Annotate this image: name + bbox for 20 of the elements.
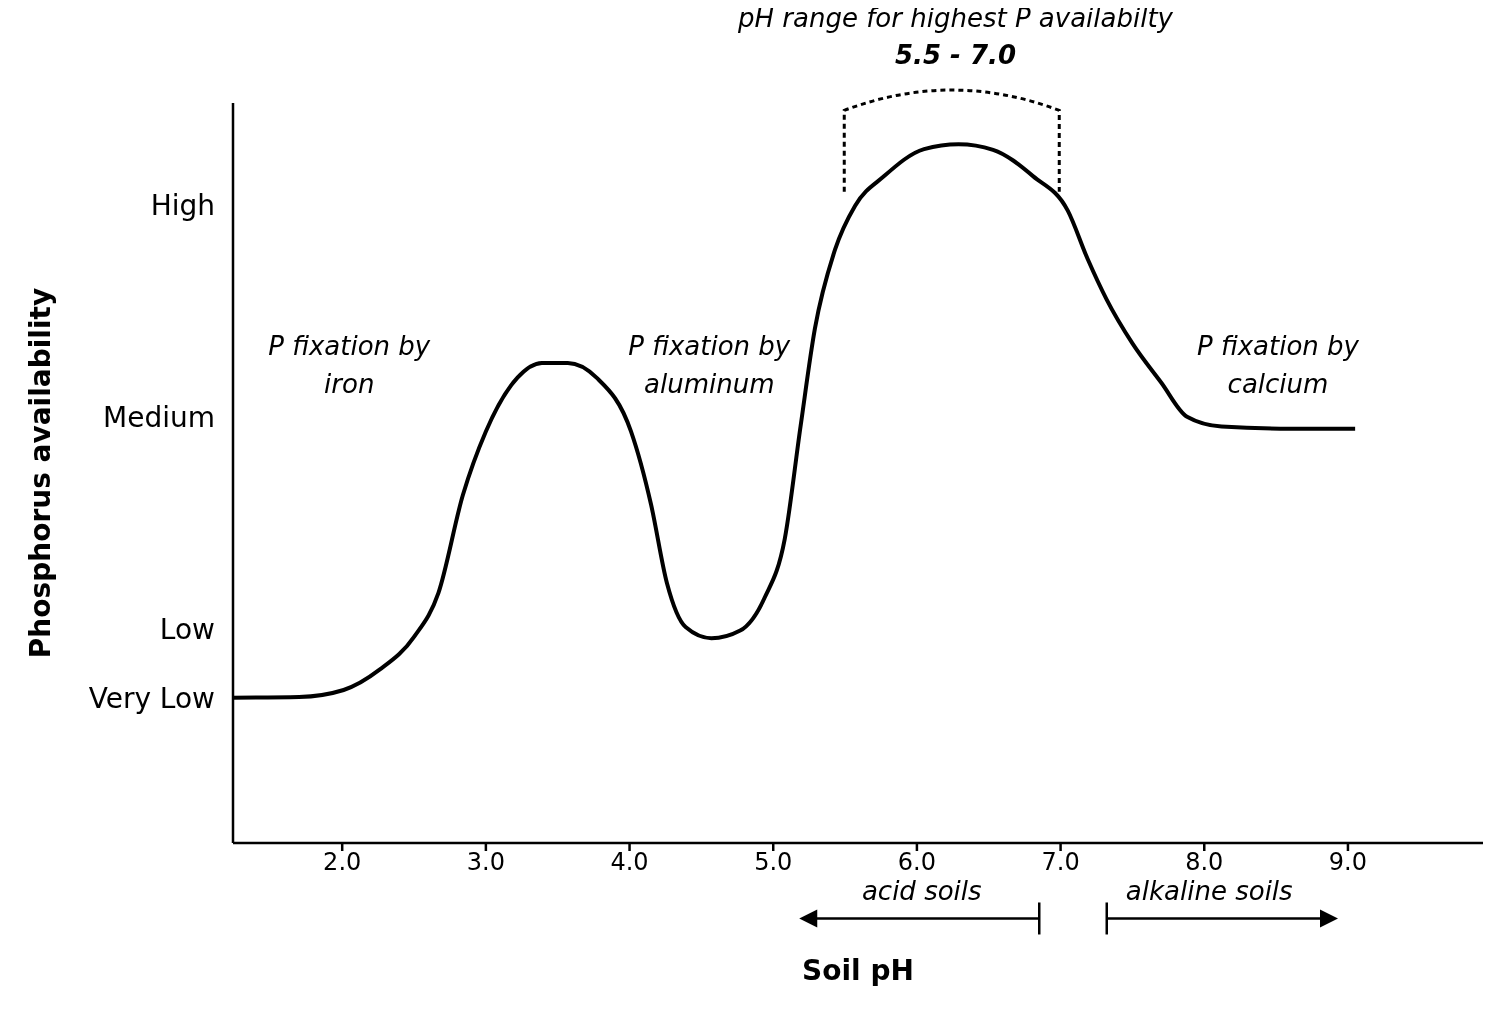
- text: alkaline soils: [1125, 875, 1293, 906]
- text: Medium: [103, 400, 215, 434]
- annotation: P fixation by aluminum: [628, 330, 791, 399]
- text: Very Low: [88, 681, 215, 715]
- x-tick-label: 7.0: [1041, 848, 1080, 877]
- annotation: P fixation by calcium: [1196, 330, 1360, 399]
- x-tick-label: 3.0: [466, 848, 505, 877]
- x-tick-label: 2.0: [323, 848, 362, 877]
- x-tick-label: 6.0: [897, 848, 936, 877]
- x-tick-label: 9.0: [1328, 848, 1368, 877]
- x-tick-label: 4.0: [610, 848, 649, 877]
- text: 5.5 - 7.0: [894, 39, 1017, 70]
- x-axis-title: Soil pH: [802, 953, 914, 987]
- x-tick-label: 5.0: [754, 848, 793, 877]
- text: Low: [159, 613, 215, 647]
- x-tick-label: 8.0: [1185, 848, 1224, 877]
- text: Phosphorus availability: [24, 287, 57, 659]
- text: High: [150, 189, 215, 223]
- text: acid soils: [861, 875, 982, 906]
- annotation: P fixation by iron: [268, 330, 431, 399]
